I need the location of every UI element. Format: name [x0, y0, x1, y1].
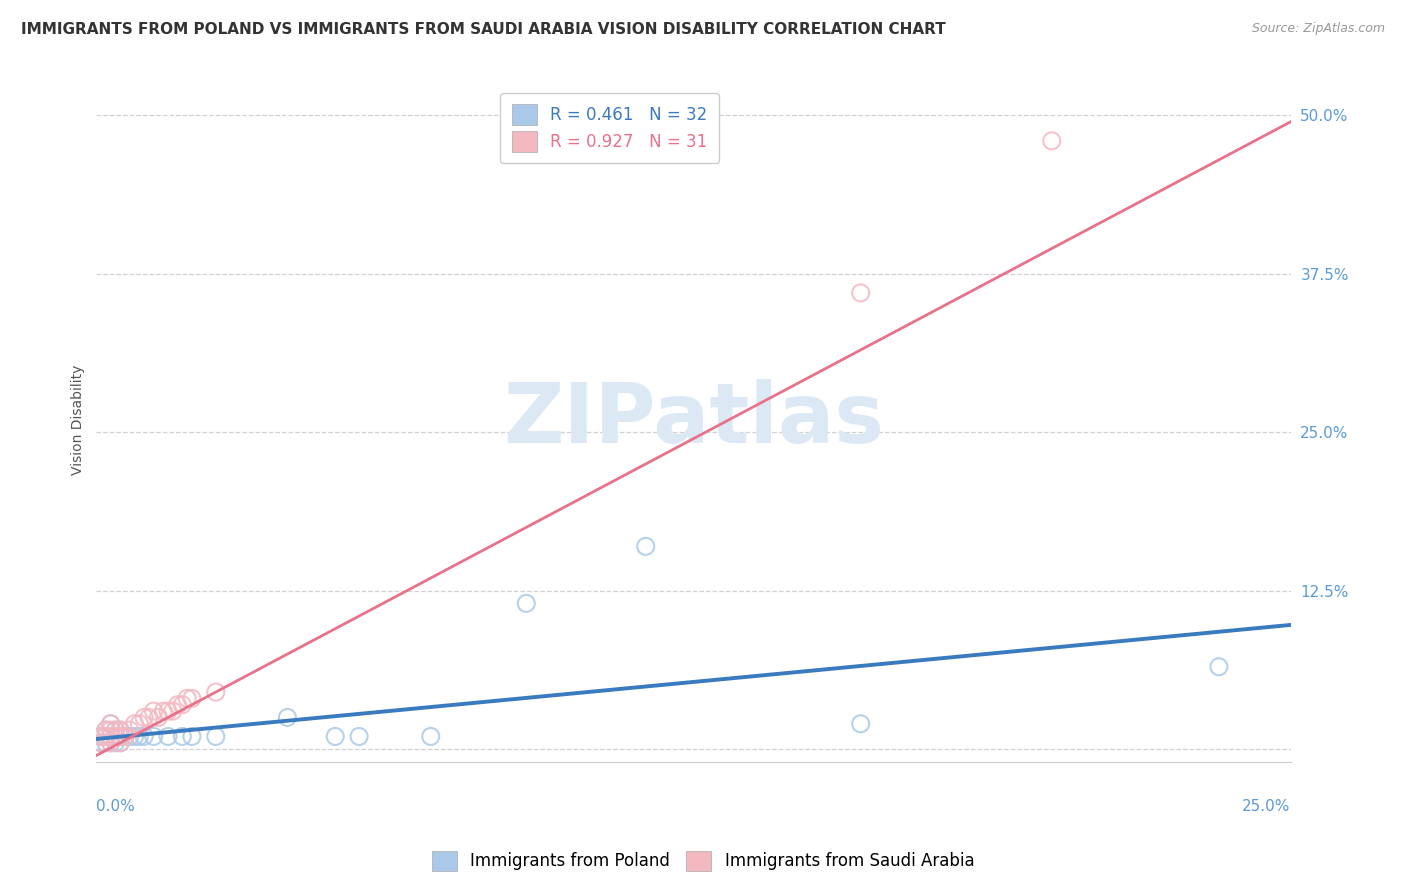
Point — [180, 730, 202, 744]
Point — [94, 723, 117, 737]
Point — [128, 730, 150, 744]
Point — [94, 730, 117, 744]
Point — [110, 723, 132, 737]
Point — [100, 716, 122, 731]
Text: IMMIGRANTS FROM POLAND VS IMMIGRANTS FROM SAUDI ARABIA VISION DISABILITY CORRELA: IMMIGRANTS FROM POLAND VS IMMIGRANTS FRO… — [21, 22, 946, 37]
Point — [849, 285, 872, 300]
Point — [114, 730, 136, 744]
Point — [142, 704, 165, 718]
Point — [104, 723, 127, 737]
Legend: R = 0.461   N = 32, R = 0.927   N = 31: R = 0.461 N = 32, R = 0.927 N = 31 — [501, 93, 720, 163]
Point — [110, 736, 132, 750]
Point — [138, 710, 160, 724]
Point — [134, 710, 156, 724]
Point — [90, 730, 112, 744]
Point — [347, 730, 370, 744]
Point — [124, 716, 146, 731]
Point — [110, 736, 132, 750]
Point — [162, 704, 184, 718]
Point — [94, 723, 117, 737]
Point — [110, 723, 132, 737]
Point — [142, 730, 165, 744]
Point — [118, 730, 141, 744]
Point — [100, 730, 122, 744]
Point — [104, 736, 127, 750]
Point — [100, 730, 122, 744]
Point — [180, 691, 202, 706]
Text: 0.0%: 0.0% — [97, 799, 135, 814]
Point — [276, 710, 298, 724]
Point — [100, 723, 122, 737]
Y-axis label: Vision Disability: Vision Disability — [72, 365, 86, 475]
Point — [124, 730, 146, 744]
Point — [1040, 134, 1063, 148]
Text: Source: ZipAtlas.com: Source: ZipAtlas.com — [1251, 22, 1385, 36]
Point — [110, 730, 132, 744]
Point — [134, 730, 156, 744]
Point — [634, 539, 657, 553]
Point — [515, 596, 537, 610]
Point — [323, 730, 346, 744]
Point — [104, 730, 127, 744]
Point — [849, 716, 872, 731]
Point — [104, 730, 127, 744]
Point — [204, 685, 226, 699]
Point — [172, 730, 194, 744]
Text: ZIPatlas: ZIPatlas — [503, 379, 884, 460]
Point — [156, 730, 179, 744]
Legend: Immigrants from Poland, Immigrants from Saudi Arabia: Immigrants from Poland, Immigrants from … — [423, 842, 983, 880]
Point — [204, 730, 226, 744]
Text: 25.0%: 25.0% — [1243, 799, 1291, 814]
Point — [104, 723, 127, 737]
Point — [419, 730, 441, 744]
Point — [100, 736, 122, 750]
Point — [176, 691, 198, 706]
Point — [114, 730, 136, 744]
Point — [166, 698, 188, 712]
Point — [128, 716, 150, 731]
Point — [1208, 659, 1230, 673]
Point — [110, 730, 132, 744]
Point — [100, 736, 122, 750]
Point — [172, 698, 194, 712]
Point — [148, 710, 170, 724]
Point — [100, 716, 122, 731]
Point — [156, 704, 179, 718]
Point — [90, 736, 112, 750]
Point — [90, 736, 112, 750]
Point — [94, 736, 117, 750]
Point — [94, 730, 117, 744]
Point — [152, 704, 174, 718]
Point — [118, 723, 141, 737]
Point — [90, 730, 112, 744]
